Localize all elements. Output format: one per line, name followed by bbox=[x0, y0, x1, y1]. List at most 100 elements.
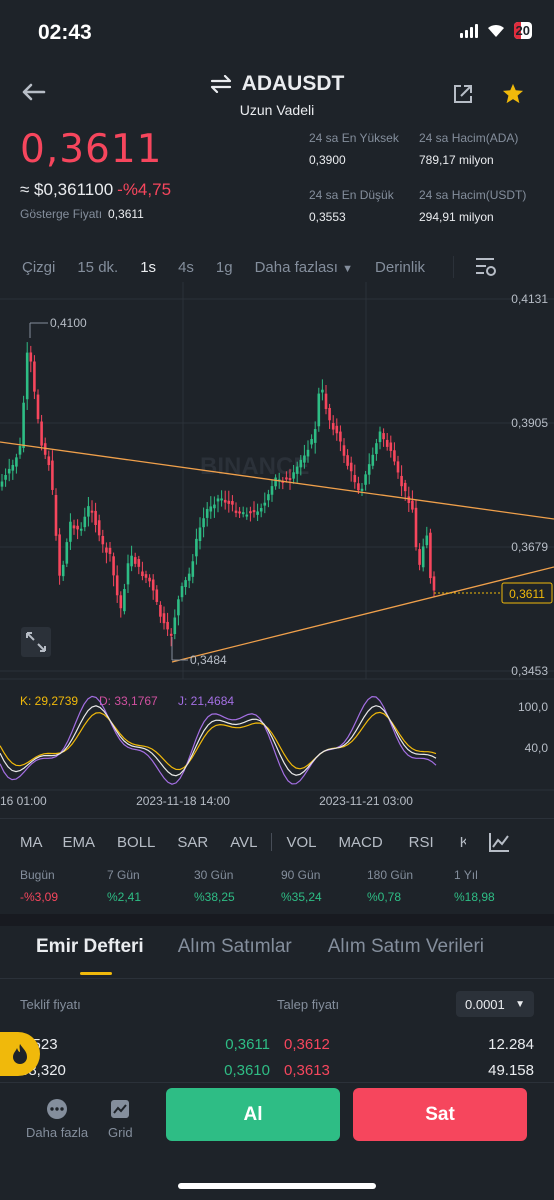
indicator-ema[interactable]: EMA bbox=[62, 833, 96, 851]
candle-body bbox=[393, 450, 396, 462]
indicator-tabs: MA EMA BOLL SAR AVL VOL MACD RSI K bbox=[0, 832, 554, 852]
ask-price[interactable]: 0,3612 bbox=[284, 1036, 330, 1053]
indicator-ma[interactable]: MA bbox=[20, 833, 43, 851]
candle-body bbox=[40, 421, 43, 446]
candles bbox=[0, 342, 436, 647]
candle-body bbox=[331, 423, 335, 430]
candle-body bbox=[47, 456, 51, 466]
perf-today: Bugün -%3,09 bbox=[20, 868, 59, 904]
stat-volume-ada: 24 sa Hacim(ADA) 789,17 milyon bbox=[419, 131, 519, 167]
candle-body bbox=[36, 394, 40, 420]
tab-trade-data[interactable]: Alım Satım Verileri bbox=[327, 936, 484, 957]
kdj-axis-tick: 100,0 bbox=[518, 700, 548, 714]
indicator-vol[interactable]: VOL bbox=[286, 833, 317, 851]
candle-body bbox=[25, 352, 29, 400]
tab-1h[interactable]: 1s bbox=[140, 258, 157, 276]
buy-button[interactable]: Al bbox=[166, 1088, 340, 1141]
tab-line[interactable]: Çizgi bbox=[22, 258, 56, 276]
max-price-label: 0,4100 bbox=[50, 316, 87, 330]
candle-body bbox=[61, 564, 65, 577]
share-icon[interactable] bbox=[453, 84, 473, 104]
candle-body bbox=[94, 510, 97, 525]
promo-fire-button[interactable] bbox=[0, 1032, 40, 1076]
perf-1y: 1 Yıl %18,98 bbox=[454, 868, 495, 904]
divider bbox=[0, 818, 554, 819]
candle-body bbox=[159, 604, 162, 617]
symbol-subtitle: Uzun Vadeli bbox=[239, 102, 315, 118]
indicator-sar[interactable]: SAR bbox=[177, 833, 209, 851]
usd-price-row: ≈ $0,361100 -%4,75 bbox=[20, 180, 171, 200]
favorite-star-icon[interactable] bbox=[502, 83, 524, 104]
candle-body bbox=[375, 443, 378, 454]
tab-trades[interactable]: Alım Satımlar bbox=[177, 936, 292, 957]
chart-settings-icon[interactable] bbox=[474, 256, 498, 278]
candle-body bbox=[83, 516, 87, 528]
candle-body bbox=[339, 431, 342, 442]
candle-body bbox=[274, 477, 277, 487]
tab-4h[interactable]: 4s bbox=[178, 258, 194, 276]
candle-body bbox=[54, 494, 58, 536]
price-axis-tick: 0,3453 bbox=[511, 664, 548, 678]
candle-body bbox=[270, 486, 274, 495]
ask-quantity: 12.284 bbox=[488, 1036, 534, 1053]
chart-watermark: BINANCE bbox=[200, 453, 309, 480]
bid-price[interactable]: 0,3611 bbox=[225, 1036, 270, 1053]
last-price: 0,3611 bbox=[20, 127, 163, 172]
candle-body bbox=[144, 574, 148, 578]
tab-1d[interactable]: 1g bbox=[215, 258, 233, 276]
candle-body bbox=[22, 402, 25, 448]
candle-body bbox=[15, 457, 18, 467]
status-time: 02:43 bbox=[38, 21, 92, 44]
home-indicator bbox=[178, 1183, 376, 1189]
candle-body bbox=[195, 538, 198, 557]
indicator-settings-icon[interactable] bbox=[488, 832, 510, 852]
candle-body bbox=[101, 536, 105, 545]
candle-body bbox=[245, 514, 249, 517]
candle-body bbox=[87, 506, 90, 517]
indicator-avl[interactable]: AVL bbox=[230, 833, 258, 851]
candle-body bbox=[346, 455, 349, 466]
candle-body bbox=[425, 535, 429, 546]
candle-body bbox=[7, 468, 11, 474]
min-price-label: 0,3484 bbox=[190, 653, 227, 667]
sell-button[interactable]: Sat bbox=[353, 1088, 527, 1141]
price-chart[interactable]: BINANCE 0,3611 0,4100 0,3484 0,4131 0,39… bbox=[0, 282, 554, 822]
tab-15m[interactable]: 15 dk. bbox=[77, 258, 119, 276]
perf-30d: 30 Gün %38,25 bbox=[194, 868, 235, 904]
tab-order-book[interactable]: Emir Defteri bbox=[36, 936, 144, 957]
header-title[interactable]: ADAUSDT Uzun Vadeli bbox=[0, 72, 554, 118]
bid-price[interactable]: 0,3610 bbox=[224, 1062, 270, 1079]
candle-body bbox=[223, 499, 227, 503]
candle-body bbox=[198, 527, 202, 541]
kdj-d-line bbox=[0, 711, 437, 771]
price-change: -%4,75 bbox=[117, 180, 172, 199]
back-arrow-icon[interactable] bbox=[20, 82, 46, 102]
candle-body bbox=[378, 431, 382, 443]
candle-body bbox=[403, 482, 407, 492]
indicator-macd[interactable]: MACD bbox=[338, 833, 383, 851]
grid-button[interactable]: Grid bbox=[108, 1098, 133, 1140]
tab-more[interactable]: Daha fazlası ▼ bbox=[254, 258, 354, 276]
indicator-rsi[interactable]: RSI bbox=[408, 833, 434, 851]
indicator-kdj[interactable]: K bbox=[459, 833, 466, 851]
candle-body bbox=[295, 466, 299, 474]
perf-90d: 90 Gün %35,24 bbox=[281, 868, 322, 904]
swap-icon[interactable] bbox=[210, 75, 232, 93]
ask-price[interactable]: 0,3613 bbox=[284, 1062, 330, 1079]
indicator-boll[interactable]: BOLL bbox=[117, 833, 156, 851]
battery-icon: 20 bbox=[513, 22, 532, 39]
candle-body bbox=[123, 589, 126, 612]
more-button[interactable]: Daha fazla bbox=[26, 1098, 88, 1140]
symbol-name: ADAUSDT bbox=[241, 72, 345, 95]
candle-body bbox=[205, 509, 209, 518]
kdj-j-line bbox=[0, 695, 437, 785]
perf-7d: 7 Gün %2,41 bbox=[107, 868, 142, 904]
index-price-value: 0,3611 bbox=[108, 207, 144, 221]
candle-body bbox=[11, 465, 15, 471]
fullscreen-icon[interactable] bbox=[21, 627, 51, 657]
candle-body bbox=[119, 595, 123, 609]
candle-body bbox=[389, 442, 393, 451]
tab-depth[interactable]: Derinlik bbox=[375, 258, 426, 276]
orderbook-tabs: Emir Defteri Alım Satımlar Alım Satım Ve… bbox=[0, 936, 554, 958]
precision-select[interactable]: 0.0001 ▼ bbox=[456, 991, 534, 1017]
